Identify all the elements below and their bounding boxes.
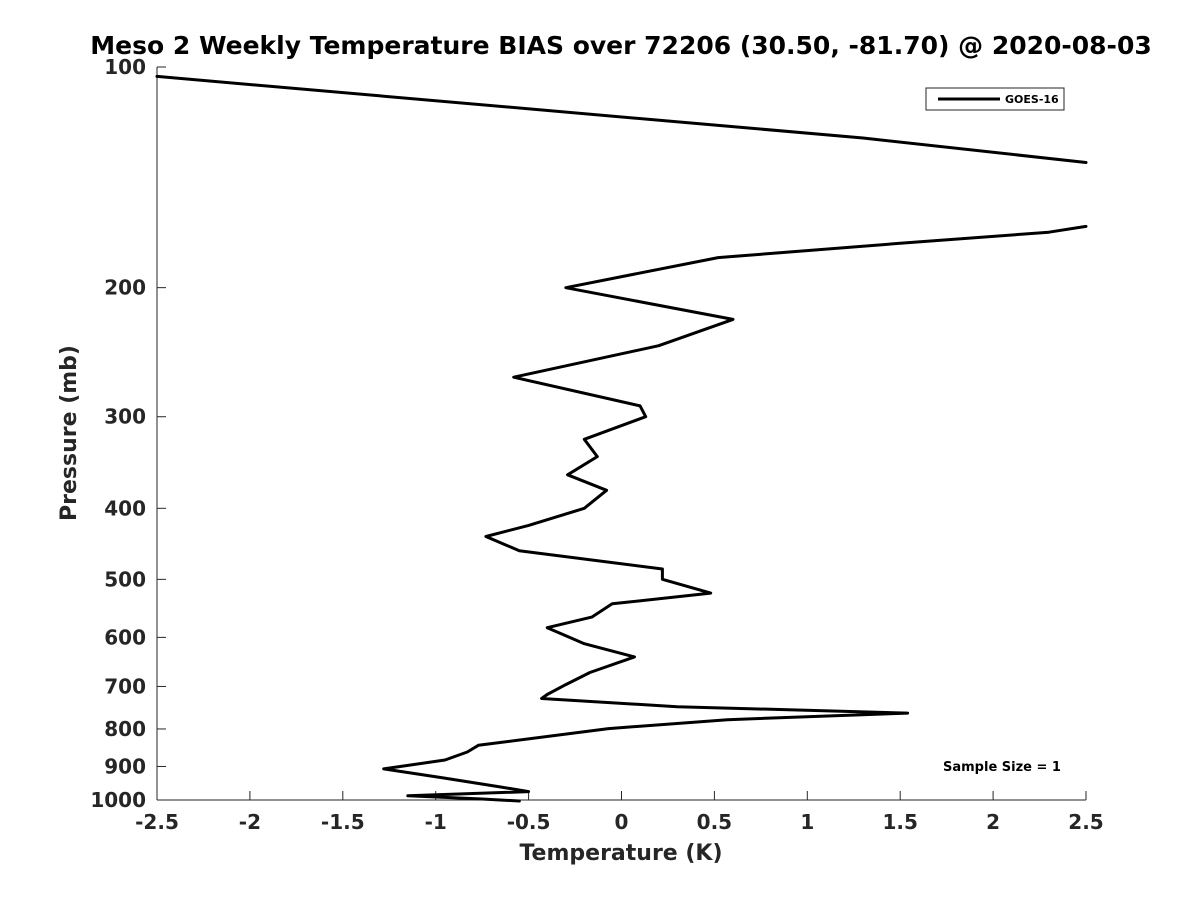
y-axis-label: Pressure (mb) [57, 345, 82, 521]
y-tick-label: 500 [104, 567, 146, 591]
y-tick-label: 200 [104, 276, 146, 300]
y-tick-label: 700 [104, 674, 146, 698]
y-tick-label: 1000 [90, 788, 146, 812]
y-tick-label: 400 [104, 496, 146, 520]
x-axis-ticks: -2.5 -2 -1.5 -1 -0.5 0 0.5 1 1.5 2 2.5 [135, 791, 1104, 834]
y-tick-label: 600 [104, 625, 146, 649]
x-tick-label: 2.5 [1068, 810, 1103, 834]
sample-size-annotation: Sample Size = 1 [943, 760, 1061, 775]
legend: GOES-16 [925, 87, 1065, 111]
y-tick-label: 300 [104, 405, 146, 429]
x-tick-label: 0 [615, 810, 629, 834]
x-tick-label: -0.5 [507, 810, 551, 834]
x-tick-label: 1.5 [882, 810, 917, 834]
series-line-goes-16 [382, 224, 1088, 803]
series-line-goes-16 [155, 74, 1088, 164]
chart-title: Meso 2 Weekly Temperature BIAS over 7220… [90, 31, 1151, 60]
x-tick-label: 1 [800, 810, 814, 834]
x-tick-label: -1.5 [321, 810, 365, 834]
plot-area [155, 74, 1088, 803]
x-tick-label: 2 [986, 810, 1000, 834]
x-tick-label: -2.5 [135, 810, 179, 834]
x-axis-label: Temperature (K) [519, 841, 722, 866]
legend-label-goes-16: GOES-16 [1005, 93, 1059, 106]
x-tick-label: 0.5 [697, 810, 732, 834]
x-tick-label: -2 [239, 810, 261, 834]
y-tick-label: 800 [104, 717, 146, 741]
y-axis-ticks: 100 200 300 400 500 600 700 800 900 1000 [90, 55, 166, 812]
y-tick-label: 100 [104, 55, 146, 79]
y-tick-label: 900 [104, 754, 146, 778]
x-tick-label: -1 [425, 810, 447, 834]
